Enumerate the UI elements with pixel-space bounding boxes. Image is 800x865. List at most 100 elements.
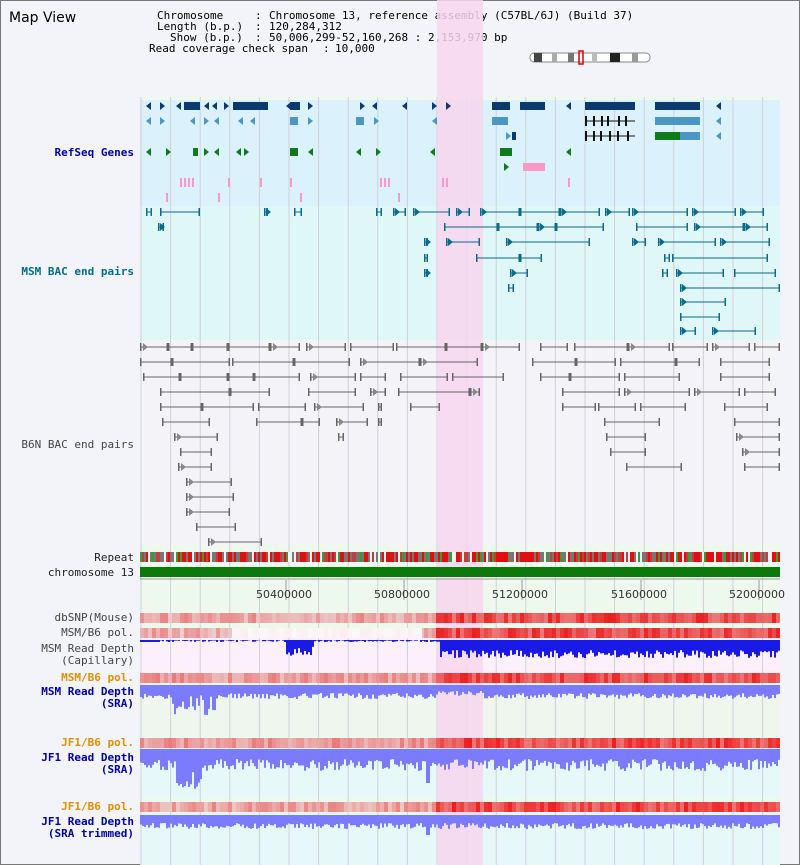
b6n-bac-pair-end <box>170 358 172 366</box>
repeat-element <box>676 552 678 562</box>
read-depth-bar <box>668 815 670 824</box>
repeat-element <box>164 552 166 562</box>
track-label-msm-depth-cap[interactable]: MSM Read Depth (Capillary) <box>41 643 134 666</box>
read-depth-bar <box>618 685 620 699</box>
track-label-msm-b6-pol-2[interactable]: MSM/B6 pol. <box>61 671 134 684</box>
read-depth-bar <box>398 749 400 767</box>
read-depth-bar <box>528 640 530 658</box>
read-depth-bar <box>382 749 384 769</box>
b6n-bac-pair-end <box>186 508 188 516</box>
polymorphism-cell <box>592 613 596 623</box>
polymorphism-cell <box>684 802 688 812</box>
read-depth-bar <box>258 815 260 828</box>
track-label-jf1-depth-sra[interactable]: JF1 Read Depth (SRA) <box>41 752 134 775</box>
track-label-b6n-bac[interactable]: B6N BAC end pairs <box>21 438 134 451</box>
repeat-element <box>452 552 454 562</box>
track-label-msm-bac[interactable]: MSM BAC end pairs <box>21 265 134 278</box>
b6n-bac-pair-end <box>208 418 210 426</box>
read-depth-bar <box>524 640 526 655</box>
polymorphism-cell <box>208 628 212 638</box>
read-depth-bar <box>560 749 562 769</box>
read-depth-bar <box>154 749 156 762</box>
read-depth-bar <box>402 749 404 765</box>
read-depth-bar <box>304 815 306 828</box>
read-depth-bar <box>662 640 664 658</box>
track-label-chromosome[interactable]: chromosome 13 <box>47 566 134 579</box>
repeat-element <box>146 552 148 562</box>
polymorphism-cell <box>384 802 388 812</box>
gene-strand-arrow <box>446 102 451 110</box>
read-depth-bar <box>202 640 204 642</box>
read-depth-bar <box>566 685 568 696</box>
read-depth-bar <box>476 640 478 658</box>
read-depth-bar <box>676 640 678 658</box>
repeat-element <box>612 552 614 562</box>
read-depth-bar <box>294 749 296 763</box>
read-depth-bar <box>358 685 360 694</box>
polymorphism-cell <box>516 802 520 812</box>
repeat-element <box>314 552 316 562</box>
read-depth-bar <box>450 685 452 692</box>
read-depth-bar <box>186 685 188 710</box>
msm-bac-pair-end <box>605 208 607 216</box>
read-depth-bar <box>388 640 390 641</box>
read-depth-bar <box>448 815 450 829</box>
read-depth-bar <box>566 640 568 655</box>
repeat-element <box>346 552 348 562</box>
read-depth-bar <box>424 749 426 762</box>
read-depth-bar <box>758 749 760 770</box>
read-depth-bar <box>598 640 600 653</box>
read-depth-bar <box>762 815 764 829</box>
polymorphism-cell <box>216 673 220 683</box>
repeat-element <box>288 552 290 562</box>
gene-strand-arrow <box>373 388 378 396</box>
read-depth-bar <box>148 749 150 766</box>
repeat-element <box>474 552 476 562</box>
read-depth-bar <box>766 815 768 826</box>
repeat-element <box>528 552 530 562</box>
read-depth-bar <box>510 640 512 651</box>
read-depth-bar <box>266 749 268 761</box>
polymorphism-cell <box>344 613 348 623</box>
read-depth-bar <box>188 815 190 829</box>
read-depth-bar <box>672 815 674 825</box>
repeat-element <box>484 552 486 562</box>
read-depth-bar <box>238 685 240 694</box>
repeat-element <box>462 552 464 562</box>
polymorphism-cell <box>692 738 696 748</box>
track-label-refseq[interactable]: RefSeq Genes <box>54 146 134 159</box>
polymorphism-cell <box>544 628 548 638</box>
read-depth-bar <box>244 685 246 694</box>
read-depth-bar <box>710 815 712 828</box>
b6n-bac-pair-end <box>362 403 364 411</box>
read-depth-bar <box>778 815 780 828</box>
track-label-msm-b6-pol-1[interactable]: MSM/B6 pol. <box>61 626 134 639</box>
polymorphism-cell <box>340 802 344 812</box>
track-label-msm-depth-sra[interactable]: MSM Read Depth (SRA) <box>41 686 134 709</box>
track-label-jf1-depth-trim[interactable]: JF1 Read Depth (SRA trimmed) <box>41 816 134 839</box>
read-depth-bar <box>206 749 208 771</box>
repeat-element <box>718 552 720 562</box>
polymorphism-cell <box>316 802 320 812</box>
read-depth-bar <box>320 815 322 828</box>
track-label-jf1-b6-pol-2[interactable]: JF1/B6 pol. <box>61 800 134 813</box>
read-depth-bar <box>474 749 476 762</box>
read-depth-bar <box>274 749 276 769</box>
polymorphism-cell <box>624 738 628 748</box>
repeat-element <box>650 552 652 562</box>
track-label-jf1-depth-sra-line2: (SRA) <box>100 762 134 776</box>
track-label-repeat[interactable]: Repeat <box>94 551 134 564</box>
track-label-dbsnp[interactable]: dbSNP(Mouse) <box>54 611 134 624</box>
polymorphism-cell <box>364 738 368 748</box>
read-depth-bar <box>746 749 748 770</box>
polymorphism-cell <box>476 673 480 683</box>
read-depth-bar <box>762 640 764 653</box>
track-label-jf1-b6-pol-1[interactable]: JF1/B6 pol. <box>61 736 134 749</box>
polymorphism-cell <box>712 673 716 683</box>
repeat-element <box>564 552 566 562</box>
polymorphism-cell <box>632 802 636 812</box>
polymorphism-cell <box>580 613 584 623</box>
read-depth-bar <box>584 815 586 826</box>
chromosome-ideogram[interactable] <box>529 50 651 65</box>
